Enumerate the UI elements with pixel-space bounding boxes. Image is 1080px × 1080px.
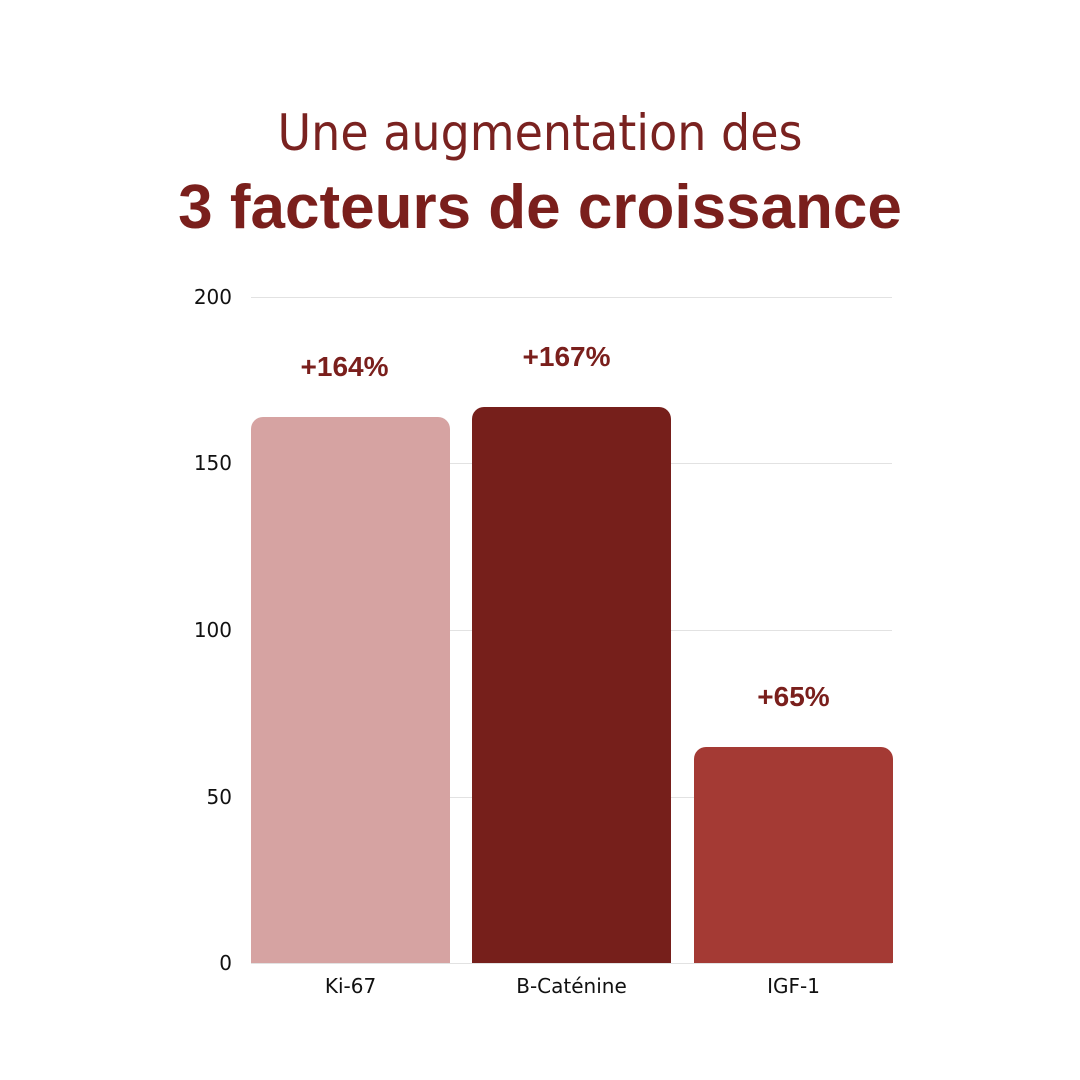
data-label-b-catenine: +167%	[522, 340, 611, 372]
y-tick-0: 0	[219, 951, 232, 975]
x-tick-ki-67: Ki-67	[324, 974, 377, 998]
title-line-1: Une augmentation des	[277, 104, 803, 162]
data-label-igf-1: +65%	[757, 680, 830, 712]
plot-area: +164% +167% +65%	[251, 297, 893, 964]
x-tick-igf-1: IGF-1	[767, 974, 820, 998]
bar-b-catenine	[472, 406, 671, 963]
bar-igf-1	[694, 746, 893, 963]
data-label-ki-67: +164%	[300, 350, 389, 382]
y-tick-50: 50	[206, 785, 232, 809]
x-tick-b-catenine: B-Caténine	[516, 974, 627, 998]
y-tick-100: 100	[193, 618, 232, 642]
y-tick-200: 200	[193, 285, 232, 309]
bar-ki-67	[251, 416, 450, 963]
gridline	[251, 297, 892, 298]
gridline	[251, 963, 892, 964]
y-tick-150: 150	[193, 451, 232, 475]
title-line-2: 3 facteurs de croissance	[178, 173, 902, 242]
